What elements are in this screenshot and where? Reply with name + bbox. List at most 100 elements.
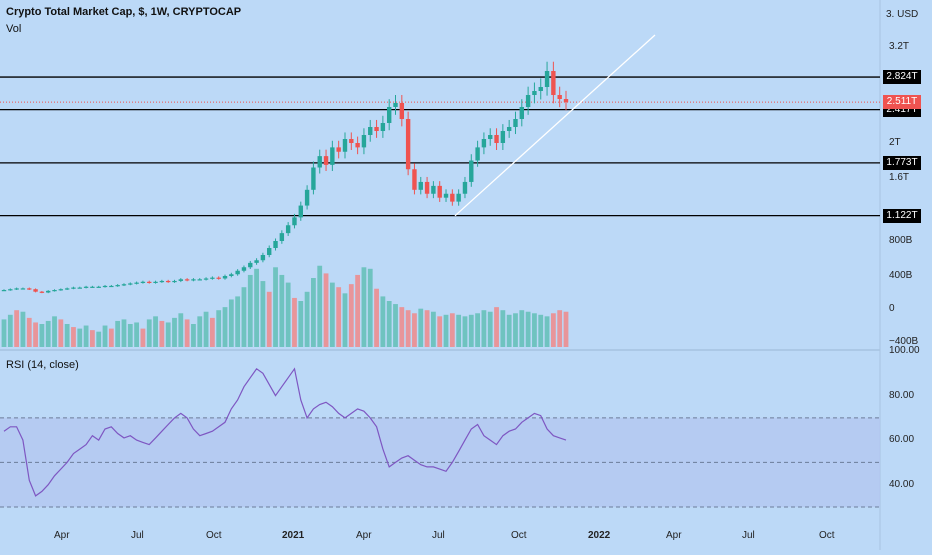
candle-body-12 xyxy=(77,287,82,289)
candle-body-28 xyxy=(178,279,184,281)
candle-body-74 xyxy=(469,160,474,182)
candle-body-60 xyxy=(380,123,386,131)
candle-body-67 xyxy=(424,181,430,194)
volume-bar-7 xyxy=(45,320,51,347)
candle-body-89 xyxy=(563,99,569,103)
candle-body-79 xyxy=(500,131,506,143)
candle-body-15 xyxy=(96,286,101,288)
chart-title[interactable]: Crypto Total Market Cap, $, 1W, CRYPTOCA… xyxy=(6,6,242,18)
candle-body-40 xyxy=(254,260,259,263)
volume-bar-65 xyxy=(412,313,417,347)
volume-bar-52 xyxy=(329,282,335,347)
currency-label[interactable]: 3. USD xyxy=(886,9,919,20)
volume-bar-86 xyxy=(544,316,550,347)
volume-bar-71 xyxy=(449,313,455,347)
volume-bar-87 xyxy=(550,313,556,347)
volume-bar-34 xyxy=(216,310,222,347)
rsi-line xyxy=(3,367,567,497)
candle-body-70 xyxy=(443,193,449,198)
volume-bar-88 xyxy=(557,310,563,347)
candle-body-17 xyxy=(109,285,114,288)
candle-body-51 xyxy=(323,156,329,165)
volume-bar-42 xyxy=(266,291,272,347)
time-tick-label: Oct xyxy=(206,530,222,541)
volume-bar-67 xyxy=(424,310,430,347)
volume-bar-22 xyxy=(140,328,146,347)
candle-body-13 xyxy=(83,286,89,288)
volume-bar-61 xyxy=(386,301,392,347)
volume-bar-27 xyxy=(172,317,177,347)
candle-body-2 xyxy=(14,288,19,290)
candle-body-9 xyxy=(58,289,64,291)
candle-body-44 xyxy=(279,233,285,241)
candle-body-76 xyxy=(481,139,487,148)
volume-bar-0 xyxy=(1,319,7,347)
volume-bar-47 xyxy=(298,301,304,347)
volume-bar-64 xyxy=(405,310,411,347)
candle-body-54 xyxy=(342,139,348,152)
candle-body-85 xyxy=(538,87,543,91)
volume-bar-43 xyxy=(273,267,278,347)
candle-body-66 xyxy=(418,181,423,190)
volume-bar-82 xyxy=(519,310,525,347)
rsi-legend[interactable]: RSI (14, close) xyxy=(6,359,79,371)
candle-body-11 xyxy=(71,287,76,289)
volume-bar-39 xyxy=(247,274,253,347)
volume-bar-4 xyxy=(26,317,32,347)
candle-body-47 xyxy=(298,205,303,218)
candle-body-88 xyxy=(557,95,562,99)
candle-body-0 xyxy=(1,290,7,292)
candle-body-58 xyxy=(368,127,373,135)
candle-body-36 xyxy=(229,274,234,276)
candle-body-43 xyxy=(273,241,278,248)
candle-body-20 xyxy=(128,283,133,285)
candle-body-3 xyxy=(20,288,26,290)
candle-body-10 xyxy=(64,288,70,290)
volume-bar-73 xyxy=(462,316,468,347)
price-tick-label: 2T xyxy=(889,137,901,148)
volume-bar-35 xyxy=(222,307,228,347)
candle-body-30 xyxy=(191,279,196,281)
volume-bar-70 xyxy=(443,314,449,347)
volume-bar-84 xyxy=(532,313,537,347)
time-tick-label: 2021 xyxy=(282,530,305,541)
candle-body-1 xyxy=(8,289,13,291)
candle-body-62 xyxy=(393,103,398,107)
volume-bar-74 xyxy=(468,314,474,347)
volume-bar-59 xyxy=(374,288,379,347)
candle-body-50 xyxy=(317,156,322,168)
volume-bar-54 xyxy=(342,293,348,347)
candle-body-61 xyxy=(386,107,392,123)
candle-body-38 xyxy=(241,267,247,271)
volume-bar-49 xyxy=(311,278,316,347)
candle-body-63 xyxy=(399,103,405,119)
time-tick-label: Jul xyxy=(432,530,445,541)
candle-body-64 xyxy=(405,119,411,170)
volume-bar-1 xyxy=(7,314,13,347)
volume-legend[interactable]: Vol xyxy=(6,23,22,35)
time-tick-label: Apr xyxy=(666,530,682,541)
volume-bar-60 xyxy=(380,296,386,347)
trend-line xyxy=(454,34,656,217)
volume-bar-5 xyxy=(33,322,38,347)
price-tick-label: 1.6T xyxy=(889,172,910,183)
price-level-tag: 1.122T xyxy=(883,208,921,223)
volume-bar-33 xyxy=(209,317,215,347)
candle-body-41 xyxy=(260,255,266,261)
volume-bar-51 xyxy=(323,273,329,347)
candle-body-81 xyxy=(513,119,518,127)
volume-bar-53 xyxy=(336,287,342,347)
candle-body-73 xyxy=(462,181,468,194)
volume-bar-44 xyxy=(279,274,285,347)
candle-body-26 xyxy=(165,280,171,283)
candle-body-53 xyxy=(336,147,341,152)
volume-bar-76 xyxy=(481,310,487,347)
volume-bar-6 xyxy=(39,324,45,347)
volume-bar-24 xyxy=(153,316,158,347)
volume-bar-81 xyxy=(513,313,518,347)
candle-body-65 xyxy=(412,169,417,190)
price-tick-label: 400B xyxy=(889,270,913,281)
volume-bar-17 xyxy=(108,328,114,347)
volume-bar-25 xyxy=(159,320,165,347)
candle-body-84 xyxy=(532,91,537,95)
